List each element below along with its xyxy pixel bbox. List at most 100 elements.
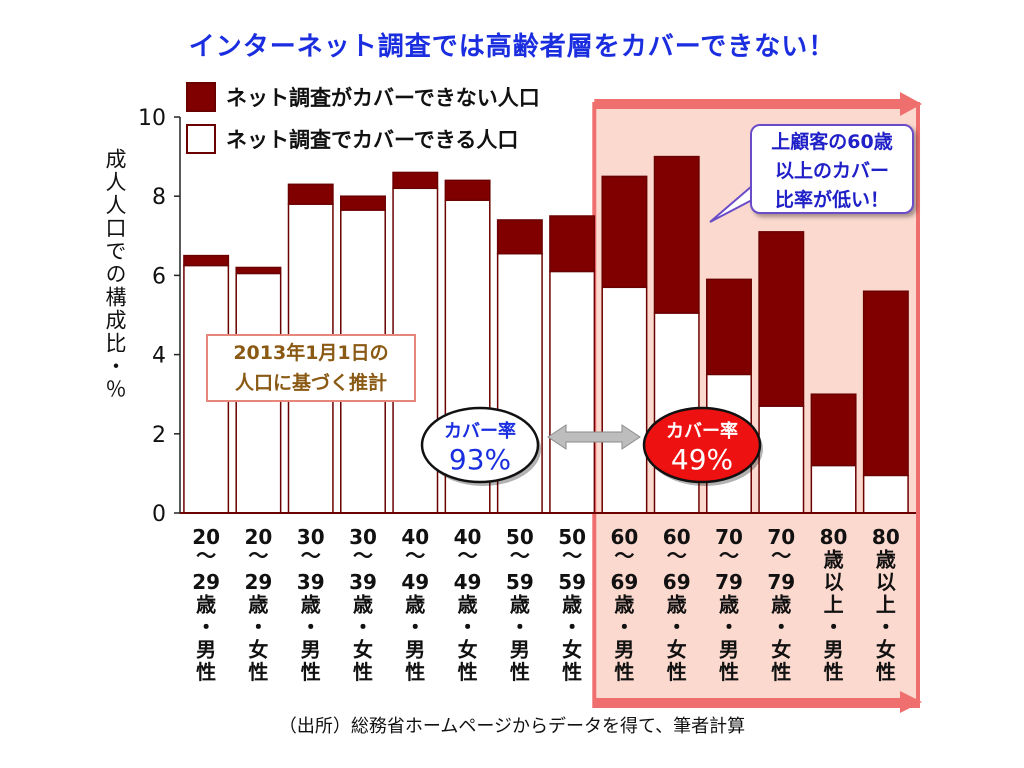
x-tick-label: 〜 (458, 544, 478, 568)
x-tick-label: 79 (767, 570, 795, 594)
x-tick-label: 女 (771, 638, 791, 662)
bar-uncovered (862, 290, 909, 477)
x-tick-label: 〜 (405, 544, 425, 568)
x-tick-label: 男 (510, 638, 530, 662)
bar-uncovered (183, 254, 230, 267)
estimate-note-box: 2013年1月1日の 人口に基づく推計 (206, 334, 416, 402)
estimate-note-line: 人口に基づく推計 (234, 372, 387, 394)
comparison-double-arrow (547, 424, 641, 450)
x-tick-label: 歳 (562, 593, 582, 617)
x-tick-label: ・ (405, 615, 425, 639)
x-tick-label: 69 (663, 570, 691, 594)
coverage-label: カバー率 (666, 420, 738, 442)
x-tick-label: 女 (458, 638, 478, 662)
y-tick-label: 10 (138, 106, 166, 131)
legend-label-covered: ネット調査でカバーできる人口 (226, 128, 519, 152)
bar-uncovered (340, 195, 386, 211)
x-tick-label: 49 (454, 570, 482, 594)
bar-covered (601, 286, 648, 514)
x-tick-label: 40 (454, 525, 482, 549)
bar-uncovered (653, 155, 700, 314)
legend-item-uncovered: ネット調査がカバーできない人口 (186, 78, 540, 116)
x-tick-label: 歳 (353, 593, 373, 617)
x-tick-label: 歳 (771, 593, 791, 617)
x-tick-label: 30 (349, 525, 377, 549)
legend-swatch-uncovered (186, 82, 216, 112)
x-tick-label: 30 (297, 525, 325, 549)
x-tick-label: 〜 (719, 544, 739, 568)
x-tick-label: 歳 (510, 593, 530, 617)
x-tick-label: 性 (510, 660, 530, 684)
callout-line: 上顧客の60歳 (771, 131, 893, 153)
bar-covered (810, 464, 857, 514)
x-tick-label: 歳 (301, 593, 321, 617)
bar-uncovered (758, 231, 805, 407)
x-tick-label: 性 (614, 660, 634, 684)
x-tick-label: 女 (248, 638, 268, 662)
x-tick-label: 男 (824, 638, 844, 662)
x-tick-label: 男 (301, 638, 321, 662)
bar-covered (862, 474, 909, 514)
x-tick-label: 59 (506, 570, 534, 594)
x-tick-label: ・ (248, 615, 268, 639)
x-tick-label: ・ (353, 615, 373, 639)
bar-uncovered (235, 266, 282, 275)
x-tick-label: ・ (562, 615, 582, 639)
x-tick-label: 79 (715, 570, 743, 594)
x-tick-label: 〜 (248, 544, 268, 568)
x-tick-label: 上 (876, 593, 896, 617)
x-tick-label: ・ (771, 615, 791, 639)
x-tick-label: 性 (405, 660, 425, 684)
legend-label-uncovered: ネット調査がカバーできない人口 (226, 86, 540, 110)
x-tick-label: 以 (876, 570, 896, 594)
coverage-bubble-60plus (642, 406, 762, 484)
callout-line: 比率が低い！ (774, 189, 889, 211)
coverage-bubble-under60 (420, 406, 540, 484)
bar-uncovered (706, 278, 752, 376)
x-tick-label: 性 (458, 660, 478, 684)
y-tick-label: 4 (152, 344, 166, 369)
x-tick-label: 性 (353, 660, 373, 684)
x-tick-label: ・ (719, 615, 739, 639)
x-tick-label: 女 (562, 638, 582, 662)
x-tick-label: 29 (245, 570, 273, 594)
x-tick-label: ・ (667, 615, 687, 639)
coverage-value: 93% (449, 443, 511, 476)
x-tick-label: ・ (458, 615, 478, 639)
x-tick-label: 〜 (771, 544, 791, 568)
x-tick-label: 〜 (353, 544, 373, 568)
x-tick-label: 80 (872, 525, 900, 549)
x-tick-label: 49 (401, 570, 429, 594)
x-tick-label: 女 (876, 638, 896, 662)
x-tick-label: 70 (715, 525, 743, 549)
x-tick-label: ・ (614, 615, 634, 639)
x-tick-label: 女 (353, 638, 373, 662)
x-tick-label: 69 (611, 570, 639, 594)
x-tick-label: 歳 (248, 593, 268, 617)
y-tick-label: 2 (152, 423, 166, 448)
x-tick-label: ・ (510, 615, 530, 639)
highlight-top-arrow (594, 92, 922, 116)
legend-item-covered: ネット調査でカバーできる人口 (186, 120, 540, 158)
x-tick-label: 80 (820, 525, 848, 549)
x-tick-label: 性 (824, 660, 844, 684)
y-tick-label: 6 (152, 264, 166, 289)
x-tick-label: 〜 (196, 544, 216, 568)
x-tick-label: 40 (401, 525, 429, 549)
x-tick-label: 60 (663, 525, 691, 549)
coverage-value: 49% (671, 443, 733, 476)
x-tick-label: 性 (248, 660, 268, 684)
x-tick-label: 50 (558, 525, 586, 549)
x-tick-label: 上 (824, 593, 844, 617)
x-tick-label: 59 (558, 570, 586, 594)
x-tick-label: 歳 (614, 593, 634, 617)
x-tick-label: 性 (301, 660, 321, 684)
estimate-note-line: 2013年1月1日の (233, 342, 389, 364)
bar-uncovered (496, 219, 543, 255)
x-tick-label: 歳 (196, 593, 216, 617)
x-tick-label: 男 (405, 638, 425, 662)
x-tick-label: 性 (876, 660, 896, 684)
chart-title: インターネット調査では高齢者層をカバーできない！ (188, 32, 836, 62)
x-tick-label: 歳 (667, 593, 687, 617)
source-note: （出所）総務省ホームページからデータを得て、筆者計算 (278, 716, 746, 737)
